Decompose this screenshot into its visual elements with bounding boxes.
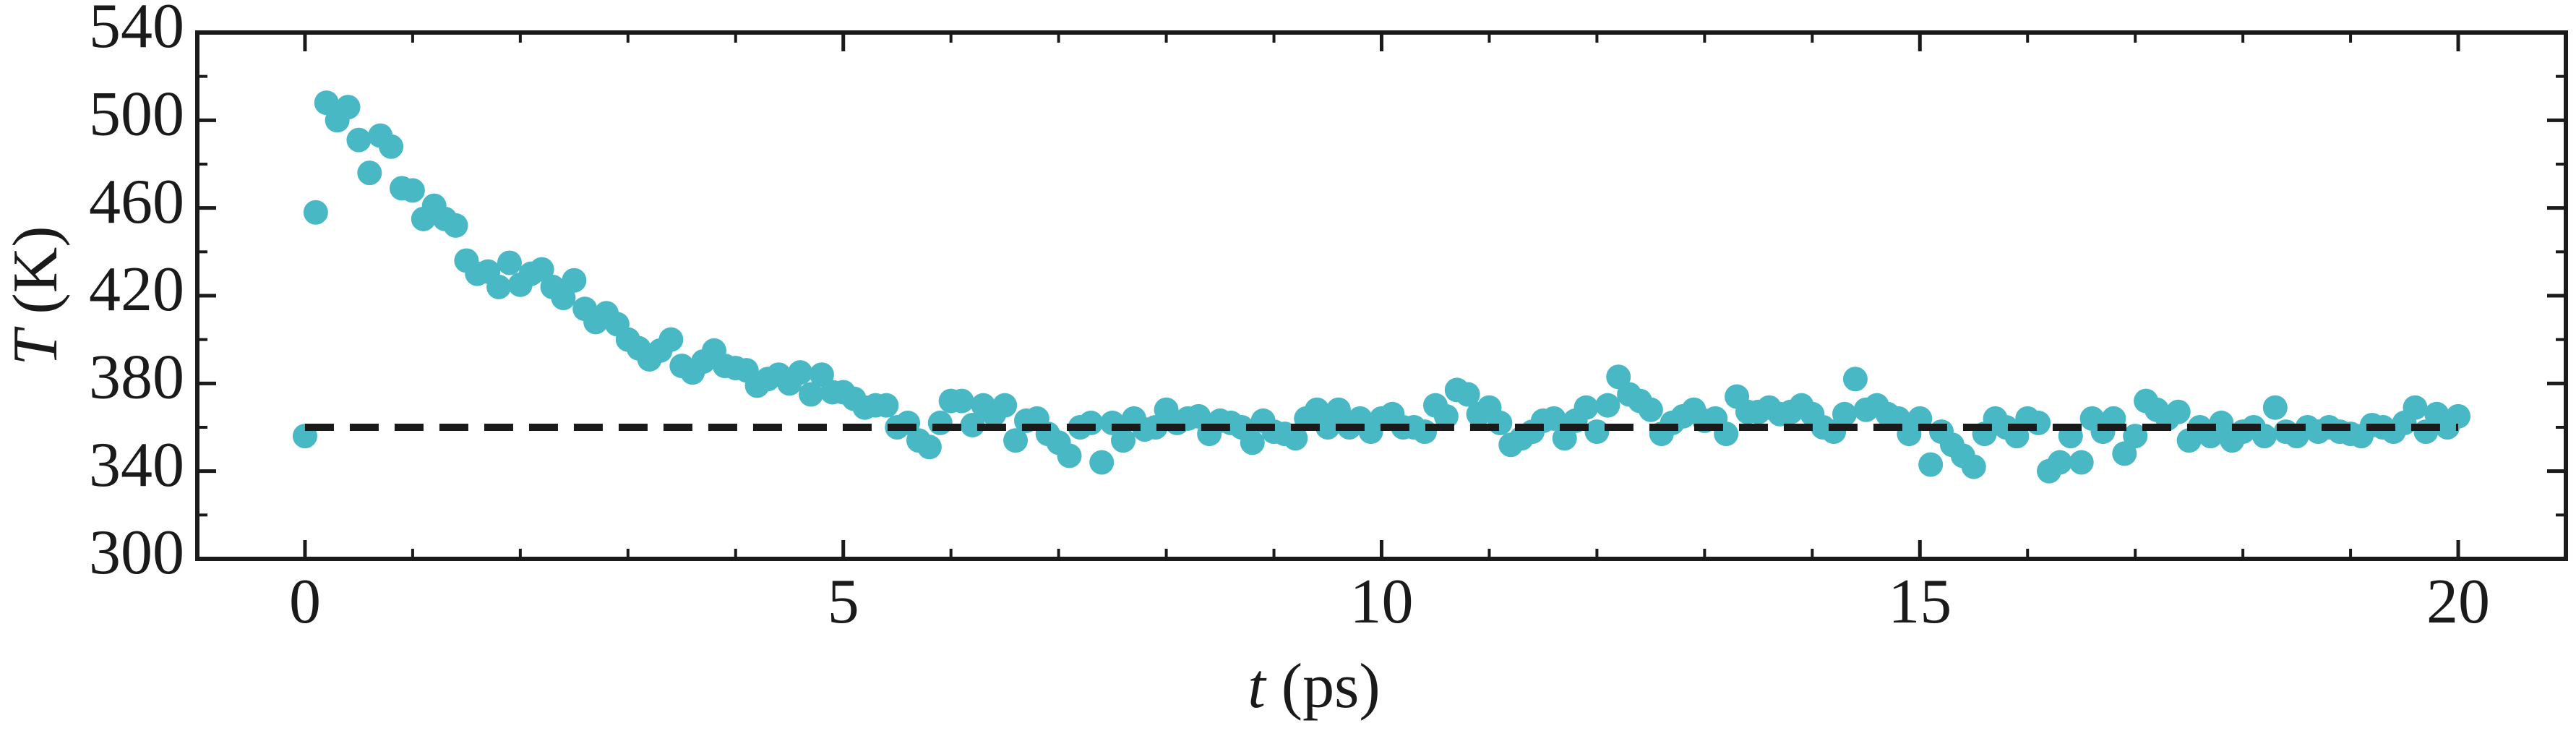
- x-tick-label: 20: [2426, 567, 2490, 637]
- data-point: [949, 388, 974, 414]
- data-point: [799, 382, 824, 407]
- x-axis-unit: (ps): [1281, 651, 1381, 722]
- data-point: [335, 95, 361, 120]
- x-tick-label: 0: [289, 567, 321, 637]
- y-tick-label: 540: [89, 0, 184, 61]
- y-tick-label: 300: [89, 518, 184, 588]
- data-point: [2047, 450, 2072, 475]
- data-point: [2026, 410, 2051, 435]
- y-axis-unit: (K): [1, 226, 71, 314]
- data-point: [2112, 441, 2137, 466]
- data-point: [357, 161, 382, 186]
- data-point: [1078, 410, 1104, 435]
- x-axis-symbol: t: [1248, 651, 1267, 722]
- data-point: [2403, 395, 2428, 420]
- y-axis-label: T (K): [1, 226, 71, 365]
- y-tick-label: 500: [89, 80, 184, 150]
- data-point: [1283, 426, 1308, 451]
- data-point: [1412, 419, 1438, 445]
- data-point: [303, 200, 328, 225]
- data-point: [551, 286, 576, 311]
- data-point: [529, 257, 554, 282]
- data-point: [314, 90, 339, 116]
- plot-frame: [195, 30, 2568, 561]
- data-point: [1315, 415, 1341, 440]
- data-point: [1638, 397, 1663, 422]
- data-point: [2069, 450, 2094, 475]
- data-point: [1455, 382, 1480, 407]
- data-point: [1089, 450, 1115, 475]
- data-point: [916, 435, 942, 460]
- x-tick-label: 10: [1350, 567, 1414, 637]
- y-tick-label: 340: [89, 430, 184, 500]
- data-point: [1832, 401, 1858, 427]
- data-point: [992, 393, 1018, 418]
- data-point: [400, 178, 425, 203]
- x-tick-label: 15: [1888, 567, 1952, 637]
- data-point: [1143, 415, 1168, 440]
- y-tick-label: 380: [89, 343, 184, 413]
- data-point: [346, 127, 372, 153]
- data-point: [2262, 395, 2288, 420]
- data-point: [1606, 364, 1631, 390]
- data-point: [1240, 430, 1265, 455]
- data-point: [1111, 428, 1136, 453]
- data-point: [1918, 452, 1944, 477]
- data-point: [1552, 426, 1577, 451]
- data-point: [1433, 403, 1459, 429]
- data-point: [809, 362, 834, 388]
- data-point: [2446, 403, 2471, 429]
- data-point: [2165, 399, 2191, 424]
- data-point: [658, 327, 684, 352]
- data-point: [1003, 428, 1029, 453]
- data-point: [1595, 393, 1620, 418]
- data-point: [1186, 403, 1211, 429]
- data-point: [1326, 397, 1351, 422]
- data-point: [486, 274, 512, 299]
- y-tick-label: 460: [89, 167, 184, 237]
- y-axis-symbol: T: [1, 326, 71, 366]
- data-point: [1584, 419, 1610, 445]
- data-point: [960, 412, 985, 437]
- data-point: [1305, 397, 1330, 422]
- data-point: [1057, 443, 1082, 468]
- data-point: [1961, 454, 1986, 479]
- data-point: [443, 213, 468, 238]
- data-point: [874, 393, 899, 418]
- data-point: [379, 134, 404, 159]
- data-point: [562, 268, 587, 293]
- data-point: [927, 410, 953, 435]
- data-point: [2123, 424, 2148, 449]
- data-point: [1573, 395, 1599, 420]
- data-point: [497, 250, 522, 275]
- data-point: [1842, 367, 1868, 392]
- data-point: [788, 360, 813, 385]
- x-tick-label: 5: [828, 567, 859, 637]
- y-tick-label: 420: [89, 254, 184, 325]
- x-axis-label: t (ps): [1248, 651, 1380, 722]
- data-point: [1487, 410, 1513, 435]
